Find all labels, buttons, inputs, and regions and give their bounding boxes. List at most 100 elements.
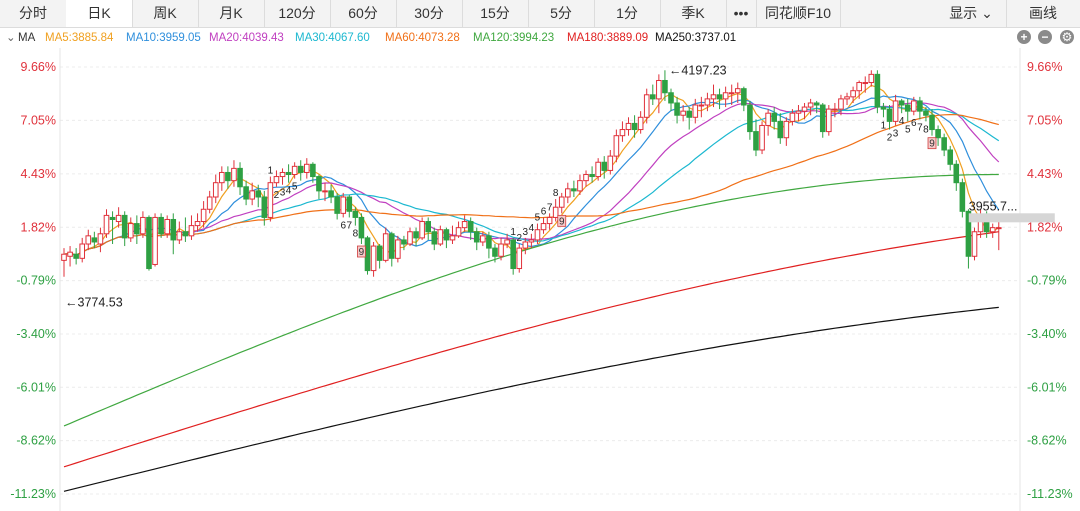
candle-body bbox=[237, 167, 243, 188]
y-tick-left: 7.05% bbox=[21, 113, 56, 127]
candle-body bbox=[844, 96, 850, 100]
tab-8[interactable]: 5分 bbox=[528, 0, 595, 27]
y-tick-right: 1.82% bbox=[1027, 220, 1062, 234]
tab-3[interactable]: 月K bbox=[198, 0, 265, 27]
candle-body bbox=[473, 231, 480, 243]
td-marker-label: 1 bbox=[268, 166, 274, 177]
y-tick-left: -8.62% bbox=[16, 434, 56, 448]
tab-0[interactable]: 分时 bbox=[0, 0, 67, 27]
candle-body bbox=[370, 245, 377, 272]
last-price-label: 3955.7... bbox=[969, 199, 1018, 213]
y-tick-left: -6.01% bbox=[16, 380, 56, 394]
candle-body bbox=[61, 253, 67, 261]
tab-6[interactable]: 30分 bbox=[396, 0, 463, 27]
td-marker-label: 5 bbox=[535, 213, 541, 224]
candle-body bbox=[97, 233, 104, 245]
ma-legend-4: MA60:4073.28 bbox=[385, 32, 460, 44]
candle-body bbox=[995, 227, 1002, 230]
tab-10[interactable]: 季K bbox=[660, 0, 727, 27]
candle-body bbox=[395, 239, 401, 259]
candle-body bbox=[297, 165, 304, 173]
candle-body bbox=[941, 137, 947, 151]
candle-body bbox=[880, 106, 887, 110]
draw-line-button[interactable]: 画线 bbox=[1029, 5, 1057, 21]
candle-body bbox=[601, 161, 608, 171]
td-marker-label: 9 bbox=[559, 216, 565, 227]
candle-body bbox=[819, 104, 826, 133]
y-tick-left: 9.66% bbox=[21, 60, 56, 74]
candle-body bbox=[352, 210, 359, 218]
tab-12[interactable]: 同花顺F10 bbox=[756, 0, 841, 27]
y-tick-right: -6.01% bbox=[1027, 380, 1067, 394]
tab-9[interactable]: 1分 bbox=[594, 0, 661, 27]
indicator-name[interactable]: MA bbox=[18, 32, 36, 44]
display-dropdown[interactable]: 显示 ⌄ bbox=[936, 0, 1007, 27]
candle-body bbox=[898, 100, 905, 106]
y-tick-right: -0.79% bbox=[1027, 274, 1067, 288]
td-marker-label: 1 bbox=[881, 120, 887, 131]
candle-body bbox=[388, 233, 395, 259]
candle-body bbox=[443, 229, 450, 241]
candle-body bbox=[437, 229, 444, 245]
tab-1[interactable]: 日K bbox=[66, 0, 133, 27]
candle-body bbox=[91, 237, 98, 243]
candle-body bbox=[607, 155, 614, 171]
candle-body bbox=[261, 196, 268, 218]
ma-legend-0: MA5:3885.84 bbox=[45, 32, 114, 44]
ma-legend-5: MA120:3994.23 bbox=[473, 32, 555, 44]
candle-body bbox=[892, 100, 899, 122]
settings-gear-icon[interactable]: ⚙ bbox=[1060, 30, 1074, 44]
candle-body bbox=[947, 149, 954, 165]
candle-body bbox=[832, 108, 838, 111]
ma-legend-7: MA250:3737.01 bbox=[655, 32, 737, 44]
candle-body bbox=[249, 190, 255, 200]
candle-body bbox=[631, 122, 638, 131]
td-marker-box bbox=[357, 245, 366, 258]
ma-legend-1: MA10:3959.05 bbox=[126, 32, 201, 44]
y-tick-left: 4.43% bbox=[21, 167, 56, 181]
candle-body bbox=[291, 165, 298, 176]
candle-body bbox=[510, 239, 516, 270]
candle-body bbox=[747, 104, 753, 133]
zoom-in-icon[interactable]: + bbox=[1017, 30, 1031, 44]
candle-body bbox=[789, 112, 796, 122]
ma-line-ma180 bbox=[63, 231, 999, 468]
y-tick-right: 7.05% bbox=[1027, 113, 1062, 127]
td-marker-label: 3 bbox=[523, 227, 529, 238]
candle-body bbox=[734, 88, 741, 94]
tab-7[interactable]: 15分 bbox=[462, 0, 529, 27]
candle-body bbox=[868, 73, 875, 84]
candle-body bbox=[322, 190, 328, 193]
tab-5[interactable]: 60分 bbox=[330, 0, 397, 27]
candle-body bbox=[753, 131, 759, 151]
candle-body bbox=[279, 171, 286, 178]
candle-body bbox=[826, 108, 832, 133]
td-marker-label: 9 bbox=[929, 139, 935, 150]
candle-body bbox=[413, 231, 419, 239]
tab-2[interactable]: 周K bbox=[132, 0, 199, 27]
candle-body bbox=[219, 171, 225, 184]
y-tick-right: 9.66% bbox=[1027, 60, 1062, 74]
high-price-label: ←4197.23 bbox=[669, 63, 727, 77]
candle-body bbox=[267, 182, 274, 218]
zoom-out-icon[interactable]: − bbox=[1038, 30, 1052, 44]
candle-body bbox=[716, 94, 723, 100]
tab-4[interactable]: 120分 bbox=[264, 0, 331, 27]
candle-body bbox=[971, 231, 978, 257]
candle-body bbox=[103, 214, 110, 235]
candle-body bbox=[698, 104, 705, 107]
candle-body bbox=[680, 110, 686, 116]
candle-body bbox=[480, 235, 486, 243]
ma-dropdown-chevron-icon[interactable]: ⌄ bbox=[6, 32, 16, 44]
candle-body bbox=[504, 239, 510, 245]
candle-body bbox=[643, 94, 650, 118]
tab-11[interactable]: ••• bbox=[726, 0, 757, 27]
candle-body bbox=[886, 108, 893, 122]
candle-body bbox=[577, 180, 583, 192]
kline-chart[interactable]: 9.66% 9.66% 7.05% 7.05% 4.43% 4.43% 1.82% 1.82%… bbox=[0, 48, 1080, 511]
td-marker-label: 4 bbox=[899, 116, 905, 127]
y-tick-right: -8.62% bbox=[1027, 434, 1067, 448]
candle-body bbox=[346, 196, 353, 212]
y-tick-right: -11.23% bbox=[1027, 487, 1073, 501]
candle-body bbox=[704, 98, 711, 106]
